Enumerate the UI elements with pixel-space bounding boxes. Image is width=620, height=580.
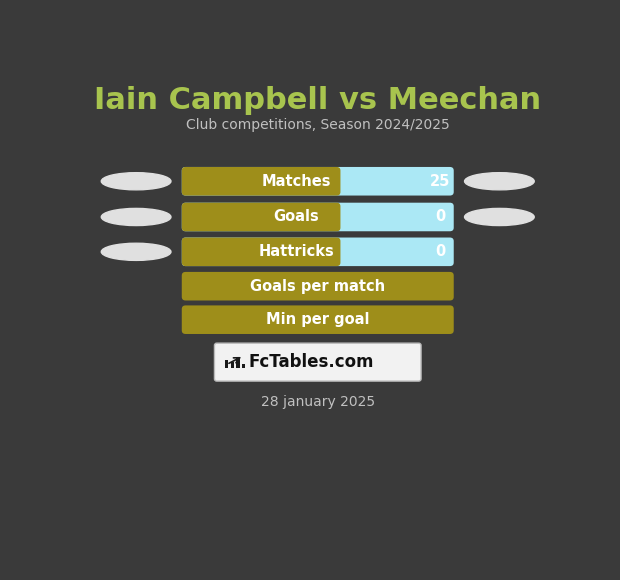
Text: 0: 0 [435, 244, 445, 259]
Text: Matches: Matches [262, 174, 331, 188]
FancyBboxPatch shape [182, 167, 454, 195]
Text: 0: 0 [435, 209, 445, 224]
FancyBboxPatch shape [182, 202, 340, 231]
Bar [242, 364, 246, 368]
Text: 25: 25 [430, 174, 451, 188]
Text: Iain Campbell vs Meechan: Iain Campbell vs Meechan [94, 86, 541, 115]
Text: FcTables.com: FcTables.com [248, 353, 374, 371]
Bar [231, 362, 234, 368]
FancyBboxPatch shape [215, 343, 421, 381]
Ellipse shape [101, 208, 171, 226]
Ellipse shape [101, 173, 171, 190]
Text: Min per goal: Min per goal [266, 312, 370, 327]
FancyBboxPatch shape [182, 306, 454, 334]
Ellipse shape [464, 208, 534, 226]
Bar [327, 206, 339, 228]
Bar [236, 357, 240, 368]
Text: 28 january 2025: 28 january 2025 [260, 396, 375, 409]
Bar [327, 241, 339, 263]
FancyBboxPatch shape [182, 238, 454, 266]
Text: Goals: Goals [274, 209, 319, 224]
Ellipse shape [464, 173, 534, 190]
Bar [225, 360, 228, 368]
Ellipse shape [101, 243, 171, 260]
FancyBboxPatch shape [182, 202, 454, 231]
Text: Goals per match: Goals per match [250, 279, 385, 293]
FancyBboxPatch shape [182, 238, 340, 266]
Text: Club competitions, Season 2024/2025: Club competitions, Season 2024/2025 [186, 118, 450, 132]
FancyBboxPatch shape [182, 272, 454, 300]
Bar [327, 171, 339, 192]
Text: Hattricks: Hattricks [259, 244, 334, 259]
FancyBboxPatch shape [182, 167, 340, 195]
